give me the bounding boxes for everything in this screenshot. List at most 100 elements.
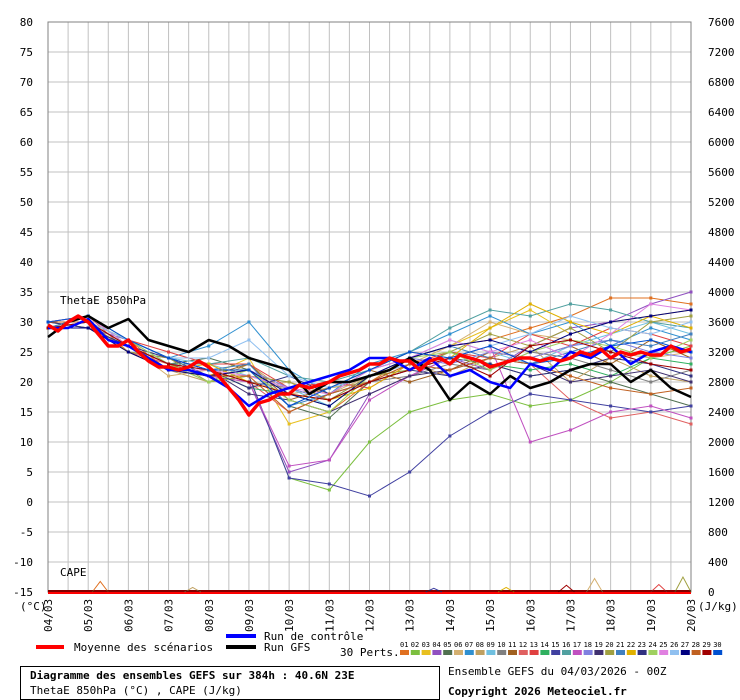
perturbation-point <box>448 434 452 438</box>
perturbation-point <box>689 422 693 426</box>
pert-legend-swatch <box>562 650 571 655</box>
perturbation-point <box>528 308 532 312</box>
right-tick-label: 6000 <box>708 136 735 149</box>
cape-spike <box>558 584 575 593</box>
right-tick-label: 0 <box>708 586 715 599</box>
perturbation-point <box>327 392 331 396</box>
perturbation-point <box>167 362 171 366</box>
perturbation-point <box>448 368 452 372</box>
pert-legend-swatch <box>486 650 496 655</box>
pert-legend-label: 30 <box>713 641 721 649</box>
perturbation-point <box>689 416 693 420</box>
left-tick-label: 0 <box>26 496 33 509</box>
perturbation-point <box>689 362 693 366</box>
pert-legend-label: 20 <box>605 641 613 649</box>
pert-legend-label: 03 <box>422 641 430 649</box>
perturbation-point <box>568 302 572 306</box>
right-tick-label: 5200 <box>708 196 735 209</box>
x-tick-label: 05/03 <box>82 599 95 632</box>
x-tick-label: 12/03 <box>364 599 377 632</box>
pert-legend-swatch <box>518 650 528 655</box>
perturbation-point <box>488 326 492 330</box>
perturbation-point <box>689 356 693 360</box>
x-axis-ticks: 04/03 05/03 06/03 07/03 08/03 09/03 10/03 11/03… <box>42 599 698 632</box>
perturbation-point <box>689 290 693 294</box>
left-axis-unit: (°C) <box>20 600 47 613</box>
gfs-line <box>47 314 692 402</box>
pert-legend-swatch <box>508 650 517 655</box>
pert-legend-swatch <box>637 650 647 655</box>
left-tick-label: 70 <box>20 76 33 89</box>
perturbation-point <box>207 368 211 372</box>
perturbation-point <box>368 386 371 390</box>
pert-legend-swatch <box>400 650 409 655</box>
perturbation-point <box>689 320 693 324</box>
pert-legend-label: 15 <box>551 641 559 649</box>
x-tick-label: 09/03 <box>243 599 256 632</box>
perturbation-point <box>609 332 613 336</box>
left-tick-label: 40 <box>20 256 33 269</box>
perturbation-point <box>488 308 492 312</box>
perturbation-point <box>649 404 653 408</box>
pert-legend-swatch <box>702 650 712 655</box>
pert-legend-swatch <box>454 650 463 655</box>
left-tick-label: 20 <box>20 376 33 389</box>
perturbation-point <box>247 338 251 342</box>
perturbation-point <box>247 380 251 384</box>
pert-legend-swatch <box>605 650 615 655</box>
right-tick-label: 4000 <box>708 286 735 299</box>
pert-legend-label: 10 <box>497 641 505 649</box>
perturbation-point <box>609 416 613 420</box>
perturbation-point <box>327 488 331 492</box>
perturbation-point <box>247 320 251 324</box>
perturbation-point <box>488 332 492 336</box>
left-tick-label: -15 <box>13 586 33 599</box>
perturbation-point <box>609 308 613 312</box>
pert-legend-label: 18 <box>584 641 592 649</box>
perturbation-point <box>408 374 412 378</box>
cape-spike <box>674 575 692 593</box>
x-tick-label: 18/03 <box>605 599 618 632</box>
right-tick-label: 3200 <box>708 346 735 359</box>
pert-legend-label: 19 <box>594 641 602 649</box>
perturbation-point <box>568 428 572 432</box>
perturbation-point <box>86 326 90 330</box>
x-tick-label: 17/03 <box>564 599 577 632</box>
pert-legend-swatch <box>648 650 658 655</box>
left-tick-label: 60 <box>20 136 33 149</box>
pert-legend-label: 05 <box>443 641 451 649</box>
perturbation-point <box>167 350 171 354</box>
perturbation-point <box>247 374 251 378</box>
pert-legend-label: 02 <box>411 641 419 649</box>
left-tick-label: 30 <box>20 316 33 329</box>
perturbation-point <box>287 404 291 408</box>
left-tick-label: 65 <box>20 106 33 119</box>
perturbation-point <box>609 380 613 384</box>
pert-legend-swatch <box>626 650 636 655</box>
pert-legend-swatch <box>680 650 690 655</box>
pert-legend-swatch <box>475 650 485 655</box>
perturbation-point <box>689 314 693 318</box>
perturbation-point <box>327 416 331 420</box>
right-tick-label: 6400 <box>708 106 735 119</box>
perturbation-point <box>488 362 492 366</box>
perturbation-point <box>488 320 492 324</box>
perturbation-point <box>287 422 291 426</box>
pert-legend-label: 08 <box>476 641 484 649</box>
perturbation-point <box>568 320 572 324</box>
perturbation-point <box>247 386 251 390</box>
perturbation-point <box>568 314 572 318</box>
chart-subtitle: ThetaE 850hPa (°C) , CAPE (J/kg) <box>30 684 242 697</box>
perturbation-point <box>649 296 653 300</box>
perturbation-point <box>247 392 251 396</box>
cape-panel-label: CAPE <box>60 566 87 579</box>
pert-legend-label: 17 <box>573 641 581 649</box>
perturbation-point <box>207 344 211 348</box>
perturbation-point <box>207 380 211 384</box>
pert-legend-label: 04 <box>432 641 440 649</box>
perturbation-point <box>649 320 653 324</box>
perturbation-point <box>448 350 452 354</box>
cape-spike <box>650 583 668 593</box>
perturbation-point <box>488 356 492 360</box>
pert-legend-label: 25 <box>659 641 667 649</box>
